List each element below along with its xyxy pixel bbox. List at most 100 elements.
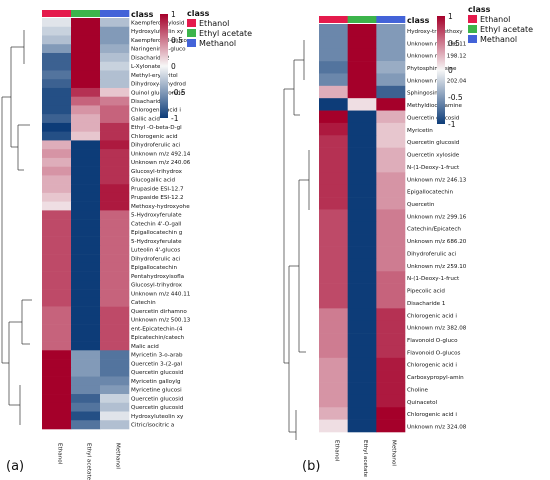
heatmap-cell xyxy=(71,35,101,45)
legend-swatch xyxy=(187,19,196,27)
heatmap-cell xyxy=(100,297,130,307)
color-scale-tick: 1 xyxy=(171,10,176,19)
heatmap-cell xyxy=(100,411,130,421)
heatmap-cell xyxy=(376,73,406,87)
heatmap-cell xyxy=(42,166,72,176)
heatmap-cell xyxy=(100,227,130,237)
heatmap-cell xyxy=(71,402,101,412)
heatmap-cell xyxy=(347,197,377,210)
row-label: Dihydroxy-dihydrod xyxy=(131,82,186,88)
class-annotation-cell xyxy=(347,16,377,23)
panel-label: (a) xyxy=(6,459,24,474)
heatmap-cell xyxy=(319,271,348,284)
heatmap-cell xyxy=(347,419,377,433)
heatmap-cell xyxy=(319,296,348,309)
heatmap-cell xyxy=(100,122,130,132)
heatmap-cell xyxy=(71,219,101,229)
heatmap-cell xyxy=(347,234,377,247)
heatmap-cell xyxy=(71,341,101,351)
color-scale-bar xyxy=(437,16,445,124)
heatmap-cell xyxy=(42,402,72,412)
heatmap-cell xyxy=(100,192,130,202)
column-label: Methanol xyxy=(391,440,397,466)
color-scale-tick: -0.5 xyxy=(448,93,463,102)
heatmap-cell xyxy=(42,394,72,404)
heatmap-cell xyxy=(376,320,406,334)
row-label: Pipecolic acid xyxy=(407,289,445,295)
heatmap-cell xyxy=(100,149,130,159)
heatmap-cell xyxy=(319,308,348,322)
row-label: Chlorogenic acid i xyxy=(131,108,181,114)
column-label: Ethanol xyxy=(333,440,339,462)
color-scale-tick: 0 xyxy=(448,66,453,75)
heatmap-cell xyxy=(347,308,377,322)
heatmap-cell xyxy=(100,306,130,316)
heatmap-cell xyxy=(42,87,72,98)
heatmap-cell xyxy=(71,245,101,255)
heatmap-cell xyxy=(100,157,130,167)
row-label: Disacharide 2 xyxy=(131,55,169,61)
heatmap-cell xyxy=(100,236,130,246)
heatmap-cell xyxy=(100,96,130,106)
heatmap-cell xyxy=(347,184,377,198)
row-label: L-Xylonate xyxy=(131,64,161,70)
heatmap-cell xyxy=(347,283,377,297)
heatmap-cell xyxy=(42,411,72,421)
heatmap-cell xyxy=(319,110,348,124)
legend-label: Methanol xyxy=(199,39,236,48)
column-label: Ethyl acetate xyxy=(86,443,92,480)
heatmap-cell xyxy=(42,245,72,255)
heatmap-cell xyxy=(376,246,406,260)
heatmap-cell xyxy=(71,306,101,316)
heatmap-cell xyxy=(347,407,377,420)
heatmap-cell xyxy=(376,24,406,37)
row-label: Chlorogenic acid xyxy=(131,134,178,140)
heatmap-cell xyxy=(42,262,72,272)
class-annotation-cell xyxy=(319,16,348,23)
color-scale-tick: -1 xyxy=(171,114,179,123)
heatmap-cell xyxy=(100,280,130,290)
row-label: Catechin 4'-O-gall xyxy=(131,221,182,227)
row-label: Hydroxy-trimethoxy xyxy=(407,29,463,35)
heatmap-cell xyxy=(347,48,377,62)
heatmap-cell xyxy=(42,131,72,141)
row-label: Quinacetol xyxy=(407,400,438,406)
heatmap-cell xyxy=(376,36,406,50)
row-label: Naringenin-O-gluco xyxy=(131,47,186,53)
class-annotation-cell xyxy=(71,10,101,17)
heatmap-cell xyxy=(71,262,101,272)
row-label: Chlorogenic acid i xyxy=(407,313,457,319)
heatmap-cell xyxy=(71,122,101,132)
heatmap-cell xyxy=(347,36,377,50)
heatmap-cell xyxy=(319,382,348,396)
heatmap-cell xyxy=(71,18,101,28)
heatmap-cell xyxy=(42,315,72,325)
panel-label: (b) xyxy=(302,459,320,474)
row-label: Unknown m/z 686.20 xyxy=(407,239,467,245)
heatmap-cell xyxy=(319,258,348,272)
heatmap-cell xyxy=(71,157,101,167)
heatmap-cell xyxy=(42,149,72,159)
heatmap-cell xyxy=(100,184,130,194)
heatmap-cell xyxy=(376,135,406,148)
heatmap-cell xyxy=(100,70,130,80)
column-label: Methanol xyxy=(115,443,121,469)
heatmap-cell xyxy=(319,407,348,420)
row-label: Flavonoid O-gluco xyxy=(407,338,458,344)
heatmap-cell xyxy=(42,306,72,316)
heatmap-cell xyxy=(376,296,406,309)
heatmap-cell xyxy=(71,70,101,80)
heatmap-cell xyxy=(71,394,101,404)
heatmap-cell xyxy=(71,280,101,290)
color-scale-tick: 1 xyxy=(448,12,453,21)
heatmap-cell xyxy=(100,18,130,28)
heatmap-cell xyxy=(71,184,101,194)
heatmap-cell xyxy=(100,350,130,360)
heatmap-cell xyxy=(71,105,101,115)
heatmap-cell xyxy=(347,209,377,223)
legend-label: Ethyl acetate xyxy=(480,25,533,34)
row-label: Catechin xyxy=(131,300,156,306)
heatmap-cell xyxy=(42,280,72,290)
heatmap-cell xyxy=(100,201,130,211)
heatmap-cell xyxy=(100,315,130,325)
